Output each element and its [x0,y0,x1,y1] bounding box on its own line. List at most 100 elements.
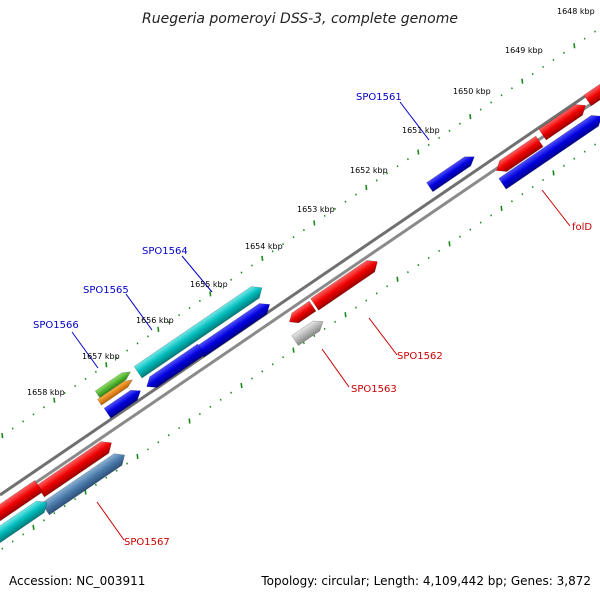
gene-label-spo1567[interactable]: SPO1567 [124,537,170,548]
gene-spo1563[interactable] [291,316,327,346]
minor-tick [354,193,357,196]
major-tick [552,170,555,176]
gene-fold-bottom[interactable] [498,111,600,190]
minor-tick [438,249,441,252]
callout-spo1562 [368,317,398,356]
minor-tick [178,314,181,317]
gene-fold-top-1[interactable] [493,135,544,176]
kbp-label: 1648 kbp [557,7,595,16]
gene-fold-top-3[interactable] [583,78,600,107]
minor-tick [406,158,409,161]
minor-tick [417,264,420,267]
minor-tick [479,221,482,224]
minor-tick [302,342,305,345]
gene-spo1566-green[interactable] [94,368,133,398]
gene-spo1566-orange[interactable] [97,377,135,406]
major-tick [157,326,160,332]
gene-label-spo1563[interactable]: SPO1563 [351,384,397,395]
minor-tick [157,441,160,444]
minor-tick [490,214,493,217]
minor-tick [427,143,430,147]
minor-tick [63,392,66,395]
minor-tick [344,200,347,203]
minor-tick [583,150,586,153]
gene-spo1561[interactable] [426,152,478,193]
gene-label-spo1566[interactable]: SPO1566 [33,320,79,331]
gene-spo1562[interactable] [310,256,382,311]
kbp-label: 1649 kbp [505,46,543,55]
minor-tick [490,101,493,104]
minor-tick [42,406,45,409]
gene-label-fold[interactable]: folD [572,222,592,233]
minor-tick [583,37,586,40]
major-tick [1,433,4,439]
minor-tick [396,165,399,168]
minor-tick [562,164,565,167]
major-tick [105,362,108,368]
callout-spo1563 [321,348,350,388]
minor-tick [240,271,243,274]
gene-spo1562-small[interactable] [286,300,317,327]
minor-tick [334,320,337,323]
minor-tick [573,157,576,160]
gene-spo1565[interactable] [143,343,206,392]
major-tick [313,220,316,226]
minor-tick [313,334,316,338]
minor-tick [282,356,285,359]
minor-tick [230,391,233,394]
minor-tick [365,299,368,302]
minor-tick [542,178,545,182]
genome-backbone-outer [0,84,600,497]
gene-spo1566-blue[interactable] [103,386,144,419]
gene-label-spo1561[interactable]: SPO1561 [356,92,402,103]
minor-tick [146,335,149,338]
minor-tick [63,505,66,508]
kbp-label: 1658 kbp [27,388,65,397]
minor-tick [115,469,118,472]
minor-tick [323,327,326,330]
minor-tick [167,434,170,437]
minor-tick [209,405,212,408]
minor-tick [386,172,389,175]
minor-tick [282,243,285,246]
minor-tick [84,377,87,380]
gene-spo1567[interactable] [40,449,128,516]
gene-label-spo1565[interactable]: SPO1565 [83,285,129,296]
kbp-label: 1651 kbp [402,126,440,135]
gene-spo1567-red-left[interactable] [0,479,44,525]
minor-tick [198,299,201,302]
major-tick [573,43,576,49]
major-tick [448,241,451,247]
minor-tick [562,51,565,54]
gene-spo1567-cyan[interactable] [0,497,51,548]
major-tick [188,418,191,424]
minor-tick [334,207,337,210]
minor-tick [188,306,191,310]
major-tick [32,524,35,530]
callout-spo1564 [181,255,213,293]
inner-tick-track [1,143,597,550]
major-tick [500,205,503,211]
minor-tick [146,448,149,451]
minor-tick [32,413,35,416]
minor-tick [438,136,441,139]
gene-label-spo1564[interactable]: SPO1564 [142,246,188,257]
gene-fold-top-2[interactable] [538,100,589,141]
major-tick [292,347,295,353]
gene-spo1564[interactable] [133,282,266,379]
minor-tick [375,292,378,295]
map-title: Ruegeria pomeroyi DSS-3, complete genome [142,11,458,27]
outer-tick-track [1,30,597,439]
gene-spo1567-red[interactable] [36,437,116,498]
kbp-label: 1653 kbp [297,205,335,214]
minor-tick [531,73,534,76]
callout-spo1567 [96,501,125,541]
accession-text: Accession: NC_003911 [9,574,145,588]
gene-label-spo1562[interactable]: SPO1562 [397,351,443,362]
minor-tick [406,271,409,274]
minor-tick [271,250,274,253]
minor-tick [74,384,77,388]
major-tick [261,255,264,261]
minor-tick [500,94,503,97]
minor-tick [542,65,545,69]
